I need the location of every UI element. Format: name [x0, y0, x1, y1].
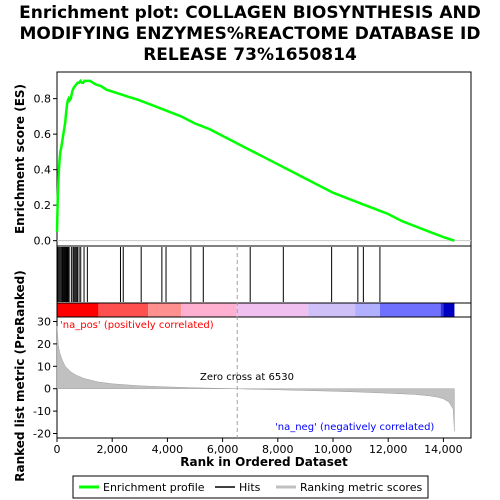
metric-tick-label: 10: [37, 360, 51, 373]
legend-box: [72, 475, 429, 499]
rank-color-segment: [98, 303, 149, 317]
metric-tick-label: -20: [33, 428, 51, 441]
es-tick-label: 0.8: [34, 93, 52, 106]
metric-y-axis: -20 -10 0 10 20 30: [33, 315, 57, 441]
rank-color-segment: [355, 303, 380, 317]
x-tick-label: 14,000: [424, 443, 463, 456]
rank-color-bar: [57, 303, 455, 317]
x-tick-label: 0: [54, 443, 61, 456]
chart-title-line-3: RELEASE 73%1650814: [143, 45, 357, 65]
x-tick-label: 6,000: [207, 443, 239, 456]
es-y-axis: 0.0 0.2 0.4 0.6 0.8: [34, 93, 57, 248]
enrichment-profile-line: [55, 78, 455, 242]
legend-label-metric: Ranking metric scores: [300, 481, 422, 494]
metric-y-axis-label: Ranked list metric (PreRanked): [13, 270, 27, 482]
x-axis-label: Rank in Ordered Dataset: [180, 455, 348, 469]
es-tick-label: 0.6: [34, 128, 52, 141]
rank-color-segment: [308, 303, 356, 317]
hits-markers: [57, 247, 381, 302]
rank-color-segment: [57, 303, 99, 317]
legend-label-enrichment: Enrichment profile: [103, 481, 205, 494]
metric-tick-label: 20: [37, 338, 51, 351]
metric-tick-label: 30: [37, 315, 51, 328]
chart-title-line-2: MODIFYING ENZYMES%REACTOME DATABASE ID: [20, 24, 481, 44]
rank-color-segment: [148, 303, 182, 317]
x-tick-label: 10,000: [314, 443, 353, 456]
hits-frame: [56, 245, 472, 304]
es-tick-label: 0.4: [34, 164, 52, 177]
es-plot-frame: [56, 71, 472, 247]
es-y-axis-label: Enrichment score (ES): [13, 84, 27, 234]
chart-title-line-1: Enrichment plot: COLLAGEN BIOSYNTHESIS A…: [19, 3, 481, 23]
es-tick-label: 0.2: [34, 199, 52, 212]
zero-cross-label: Zero cross at 6530: [200, 372, 294, 383]
legend-label-hits: Hits: [239, 481, 261, 494]
metric-plot-frame: [56, 316, 472, 439]
metric-tick-label: -10: [33, 405, 51, 418]
x-tick-label: 2,000: [96, 443, 128, 456]
x-tick-label: 4,000: [152, 443, 184, 456]
x-tick-label: 8,000: [262, 443, 294, 456]
pos-correlated-label: 'na_pos' (positively correlated): [60, 320, 214, 331]
es-tick-label: 0.0: [34, 235, 52, 248]
rank-color-segment: [440, 303, 444, 317]
rank-color-segment: [236, 303, 309, 317]
x-axis: 0 2,000 4,000 6,000 8,000 10,000 12,000 14,000: [54, 438, 463, 456]
rank-color-segment: [443, 303, 455, 317]
neg-correlated-label: 'na_neg' (negatively correlated): [275, 422, 434, 433]
metric-tick-label: 0: [44, 383, 51, 396]
rank-color-segment: [379, 303, 441, 317]
rank-color-segment: [181, 303, 237, 317]
x-tick-label: 12,000: [369, 443, 408, 456]
